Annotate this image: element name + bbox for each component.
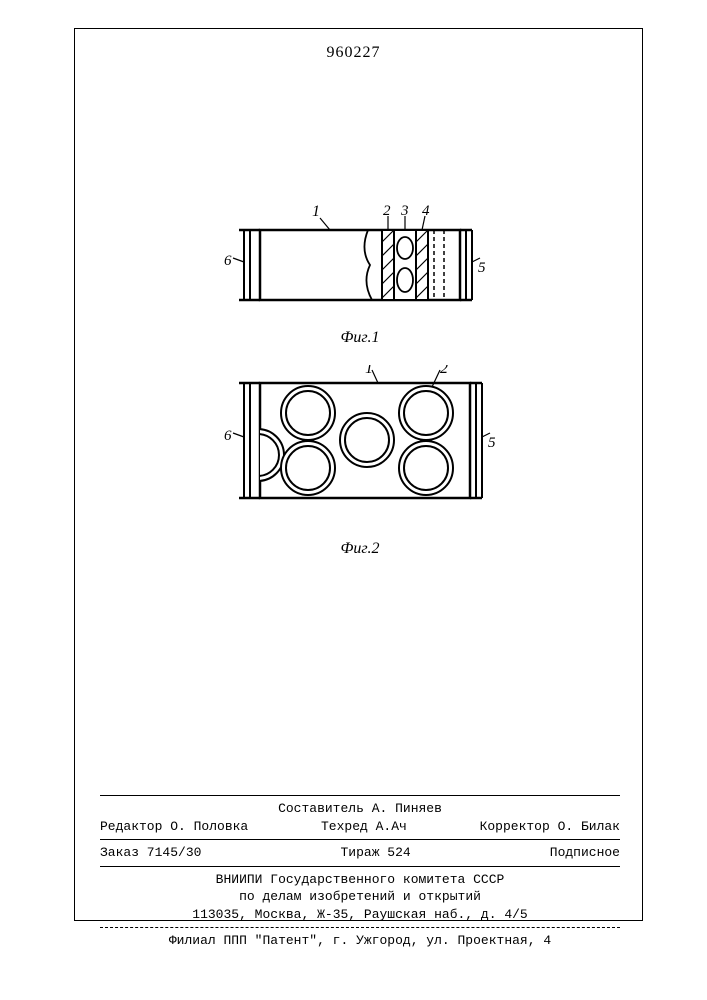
fig1-label-2: 2 [383,203,391,219]
subscription: Подписное [550,844,620,862]
figure-1: 1 2 3 4 5 6 [200,200,520,330]
fig2-label-6: 6 [224,428,232,444]
org2: по делам изобретений и открытий [100,888,620,906]
fig2-label-1: 1 [365,365,373,377]
fig1-label-5: 5 [478,260,486,276]
edition: Тираж 524 [340,844,410,862]
fig1-label-3: 3 [400,203,409,219]
org1: ВНИИПИ Государственного комитета СССР [100,871,620,889]
fig1-label-1: 1 [312,203,320,220]
document-number: 960227 [0,44,707,62]
order: Заказ 7145/30 [100,844,201,862]
address: 113035, Москва, Ж-35, Раушская наб., д. … [100,906,620,924]
figures-container: 1 2 3 4 5 6 Фиг.1 [200,200,520,558]
techred: Техред А.Ач [321,818,407,836]
fig1-label-4: 4 [422,203,430,219]
editor: Редактор О. Половка [100,818,248,836]
footer-block: Составитель А. Пиняев Редактор О. Половк… [100,791,620,950]
branch: Филиал ППП "Патент", г. Ужгород, ул. Про… [100,932,620,950]
fig2-label-2: 2 [440,365,448,377]
corrector: Корректор О. Билак [480,818,620,836]
fig2-label-5: 5 [488,435,496,451]
compiler: Составитель А. Пиняев [100,800,620,818]
fig1-caption: Фиг.1 [200,329,520,347]
fig1-label-6: 6 [224,253,232,269]
figure-2: 1 2 5 6 [200,365,520,535]
fig2-caption: Фиг.2 [200,540,520,558]
